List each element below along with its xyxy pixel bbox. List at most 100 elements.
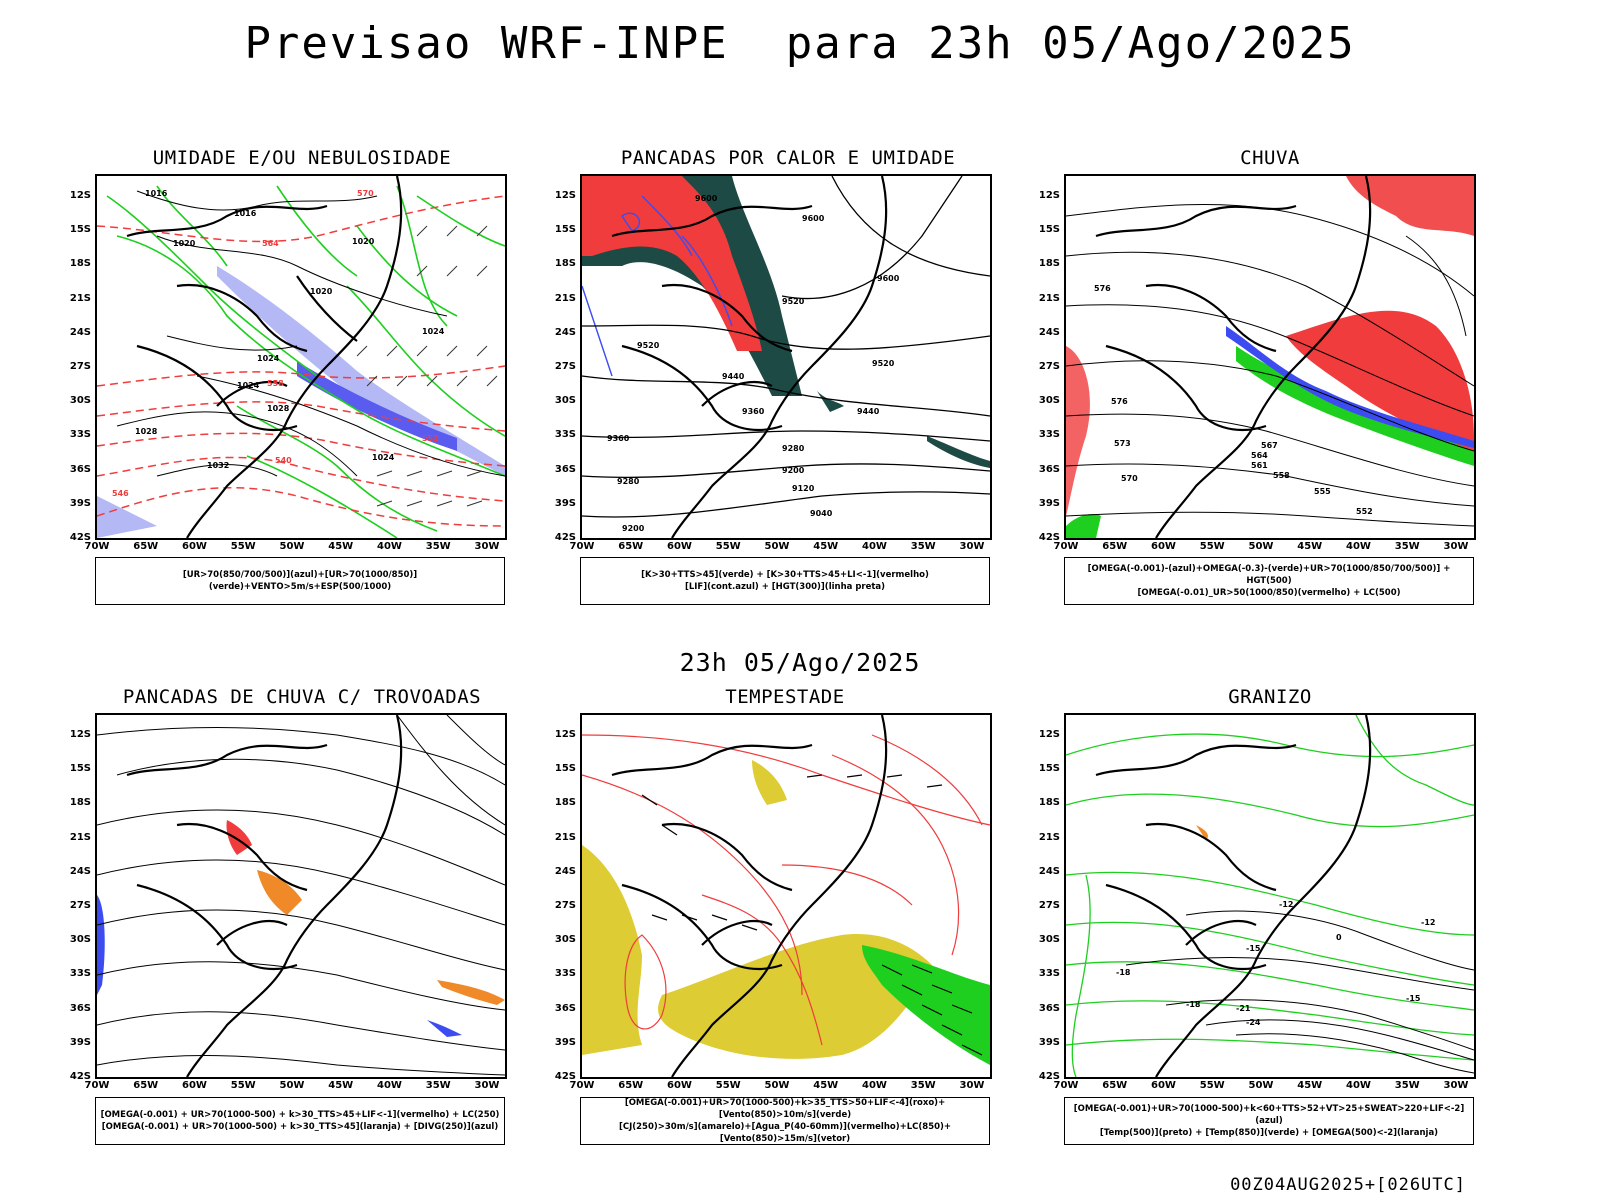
- contour-label: 576: [1094, 284, 1111, 293]
- contour-label: 9520: [637, 341, 660, 350]
- lon-tick-label: 45W: [328, 541, 354, 552]
- contour-label: 567: [1261, 441, 1278, 450]
- panel-title-umidade: UMIDADE E/OU NEBULOSIDADE: [152, 147, 452, 169]
- lon-tick-label: 50W: [279, 1080, 305, 1091]
- lat-tick-label: 27S: [554, 900, 576, 911]
- contour-label: 9440: [722, 372, 745, 381]
- page-title: Previsao WRF-INPE para 23h 05/Ago/2025: [244, 18, 1356, 69]
- contour-label: 9520: [872, 359, 895, 368]
- lon-tick-label: 30W: [1443, 541, 1469, 552]
- lat-tick-label: 18S: [69, 258, 91, 270]
- lon-tick-label: 65W: [1102, 1080, 1128, 1091]
- lat-tick-label: 27S: [69, 361, 91, 372]
- lon-tick-label: 35W: [910, 1080, 936, 1091]
- lat-tick-label: 36S: [554, 1002, 576, 1014]
- contour-label: 9200: [622, 524, 645, 533]
- contour-label: 1032: [207, 461, 229, 470]
- contour-label: 9200: [782, 466, 805, 475]
- lat-tick-label: 15S: [1038, 224, 1060, 236]
- lon-tick-label: 65W: [618, 541, 644, 552]
- lat-tick-label: 15S: [69, 763, 91, 775]
- lat-tick-label: 42S: [1038, 532, 1060, 543]
- contour-label: 540: [275, 456, 292, 465]
- lat-tick-label: 21S: [69, 831, 91, 843]
- legend-pancadas-calor: [K>30+TTS>45](verde) + [K>30+TTS>45+LI<-…: [580, 557, 990, 605]
- lon-tick-label: 60W: [667, 1080, 692, 1091]
- lat-tick-label: 12S: [69, 729, 91, 740]
- lon-tick-label: 60W: [182, 541, 207, 552]
- contour-label: 1020: [352, 237, 375, 246]
- lon-tick-label: 30W: [959, 541, 985, 552]
- lon-tick-label: 35W: [1394, 541, 1420, 552]
- map-granizo[interactable]: -12 -12 -15 -15 -18 -18 -21 -24 0: [1064, 713, 1476, 1079]
- lon-tick-label: 70W: [569, 1080, 595, 1091]
- map-trovoadas[interactable]: [95, 713, 507, 1079]
- legend-line: [OMEGA(-0.001) + UR>70(1000-500) + k>30_…: [101, 1122, 499, 1132]
- lat-tick-label: 24S: [1038, 326, 1060, 338]
- lat-tick-label: 33S: [1038, 429, 1060, 441]
- contour-label: 9600: [802, 214, 825, 223]
- contour-label: 564: [1251, 451, 1268, 460]
- lat-tick-label: 39S: [1038, 1036, 1060, 1048]
- lat-tick-label: 24S: [69, 326, 91, 338]
- contour-label: -15: [1246, 944, 1261, 953]
- lon-tick-label: 45W: [328, 1080, 354, 1091]
- legend-line: [LIF](cont.azul) + [HGT(300)](linha pret…: [684, 582, 886, 592]
- map-chuva[interactable]: 576 576 573 570 567 564 561 558 555 552: [1064, 174, 1476, 540]
- contour-label: 564: [262, 239, 279, 248]
- lon-tick-label: 40W: [1346, 541, 1371, 552]
- lon-tick-label: 30W: [959, 1080, 985, 1091]
- lon-tick-label: 50W: [764, 1080, 790, 1091]
- contour-label: -21: [1236, 1004, 1251, 1013]
- lat-tick-label: 36S: [554, 463, 576, 475]
- lat-tick-label: 39S: [554, 497, 576, 509]
- lat-tick-label: 42S: [1038, 1071, 1060, 1082]
- lat-tick-label: 42S: [69, 1071, 91, 1082]
- lon-tick-label: 35W: [1394, 1080, 1420, 1091]
- contour-label: 9520: [782, 297, 805, 306]
- lat-tick-label: 42S: [554, 532, 576, 543]
- contour-label: 9280: [617, 477, 640, 486]
- lat-tick-label: 18S: [69, 797, 91, 809]
- map-umidade[interactable]: 1016 1016 1020 1020 1020 1024 1024 1024 …: [95, 174, 507, 540]
- contour-label: 546: [112, 489, 129, 498]
- contour-label: 552: [422, 434, 439, 443]
- lon-tick-label: 65W: [1102, 541, 1128, 552]
- lat-tick-label: 27S: [554, 361, 576, 372]
- lat-tick-label: 18S: [554, 797, 576, 809]
- legend-line: [K>30+TTS>45](verde) + [K>30+TTS>45+LI<-…: [641, 570, 929, 580]
- panel-title-chuva: CHUVA: [1240, 147, 1300, 169]
- panel-title-trovoadas: PANCADAS DE CHUVA C/ TROVOADAS: [122, 686, 482, 708]
- contour-label: 9440: [857, 407, 880, 416]
- lon-tick-label: 40W: [377, 1080, 402, 1091]
- lat-tick-label: 36S: [1038, 1002, 1060, 1014]
- legend-granizo: [OMEGA(-0.001)+UR>70(1000-500)+k<60+TTS>…: [1064, 1097, 1474, 1145]
- lon-tick-label: 45W: [813, 541, 839, 552]
- lon-tick-label: 60W: [667, 541, 692, 552]
- lon-tick-label: 55W: [230, 1080, 256, 1091]
- lon-tick-label: 70W: [569, 541, 595, 552]
- lat-tick-label: 30S: [69, 934, 91, 946]
- contour-label: -24: [1246, 1018, 1261, 1027]
- lon-tick-label: 30W: [1443, 1080, 1469, 1091]
- contour-label: 1024: [372, 453, 395, 462]
- lat-tick-label: 12S: [69, 190, 91, 201]
- lat-tick-label: 12S: [554, 190, 576, 201]
- lat-tick-label: 30S: [69, 395, 91, 407]
- lon-tick-label: 50W: [764, 541, 790, 552]
- legend-umidade: [UR>70(850/700/500)](azul)+[UR>70(1000/8…: [95, 557, 505, 605]
- map-tempestade[interactable]: [580, 713, 992, 1079]
- lon-tick-label: 55W: [715, 1080, 741, 1091]
- lon-tick-label: 50W: [279, 541, 305, 552]
- lat-tick-label: 18S: [1038, 258, 1060, 270]
- lon-tick-label: 40W: [862, 1080, 887, 1091]
- lon-tick-label: 70W: [84, 1080, 110, 1091]
- legend-chuva: [OMEGA(-0.001)-(azul)+OMEGA(-0.3)-(verde…: [1064, 557, 1474, 605]
- legend-line: [OMEGA(-0.001)-(azul)+OMEGA(-0.3)-(verde…: [1087, 564, 1451, 586]
- lat-tick-label: 12S: [1038, 729, 1060, 740]
- panel-title-tempestade: TEMPESTADE: [725, 686, 845, 708]
- lat-tick-label: 21S: [554, 831, 576, 843]
- panel-title-pancadas-calor: PANCADAS POR CALOR E UMIDADE: [620, 147, 956, 169]
- lat-tick-label: 21S: [1038, 292, 1060, 304]
- map-pancadas-calor[interactable]: 9600 9600 9600 9520 9520 9520 9440 9440 …: [580, 174, 992, 540]
